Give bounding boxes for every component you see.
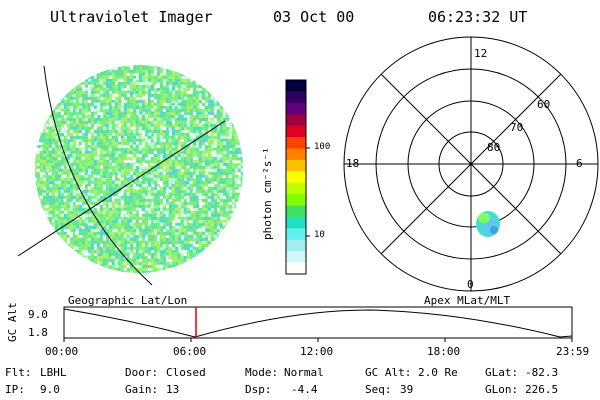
mlt-label-12: 12 — [474, 47, 488, 60]
y-tick-1-8: 1.8 — [28, 326, 48, 339]
door-value: Closed — [166, 366, 206, 379]
geographic-image — [17, 65, 243, 286]
colorbar-tick-label-10: 10 — [314, 230, 325, 240]
seq-label: Seq: — [365, 383, 392, 396]
mlat-label-60: 60 — [537, 98, 551, 111]
mlt-label-0: 0 — [467, 278, 474, 291]
instrument-title: Ultraviolet Imager — [50, 8, 213, 26]
geo-caption: Geographic Lat/Lon — [68, 294, 188, 307]
mlat-label-70: 70 — [510, 121, 524, 134]
polar-diagonal-b — [380, 73, 562, 255]
polar-plot — [343, 36, 599, 292]
lat-lon-line — [17, 120, 226, 257]
timeline-frame — [63, 306, 573, 339]
seq-value: 39 — [400, 383, 414, 396]
glat-label: GLat: — [485, 366, 519, 379]
x-tick-2359: 23:59 — [556, 345, 590, 358]
x-tick-1800: 18:00 — [427, 345, 461, 358]
mlt-label-18: 18 — [346, 157, 360, 170]
dsp-label: Dsp: — [245, 383, 272, 396]
colorbar — [285, 79, 310, 275]
time-label: 06:23:32 UT — [428, 8, 528, 26]
x-tick-1200: 12:00 — [300, 345, 334, 358]
gain-value: 13 — [166, 383, 180, 396]
x-tick-0600: 06:00 — [173, 345, 207, 358]
polar-image-blob — [476, 211, 500, 237]
glon-value: 226.5 — [525, 383, 559, 396]
apex-caption: Apex MLat/MLT — [424, 294, 511, 307]
timeline-axis-label: GC Alt — [6, 302, 19, 342]
filter-label: Flt: — [5, 366, 32, 379]
altitude-curve — [63, 308, 573, 338]
mode-label: Mode: — [245, 366, 279, 379]
glat-value: -82.3 — [525, 366, 559, 379]
colorbar-tick-label-100: 100 — [314, 142, 331, 152]
terminator-line — [43, 65, 153, 286]
mode-value: Normal — [284, 366, 324, 379]
x-tick-0000: 00:00 — [45, 345, 79, 358]
gain-label: Gain: — [125, 383, 159, 396]
image-pixels — [35, 65, 243, 273]
door-label: Door: — [125, 366, 159, 379]
date-label: 03 Oct 00 — [273, 8, 355, 26]
y-tick-9: 9.0 — [28, 308, 48, 321]
colorbar-frame — [285, 79, 307, 275]
colorbar-unit-label: photon cm⁻²s⁻¹ — [261, 147, 274, 240]
ip-value: 9.0 — [40, 383, 60, 396]
timeline-plot — [63, 306, 573, 342]
mlat-label-80: 80 — [487, 141, 501, 154]
glon-label: GLon: — [485, 383, 519, 396]
filter-value: LBHL — [40, 366, 67, 379]
mlt-label-6: 6 — [576, 157, 583, 170]
dsp-value: -4.4 — [291, 383, 318, 396]
gcalt-label: GC Alt: — [365, 366, 412, 379]
colorbar-segments — [286, 80, 306, 275]
ip-label: IP: — [5, 383, 25, 396]
gcalt-value: 2.0 Re — [418, 366, 458, 379]
